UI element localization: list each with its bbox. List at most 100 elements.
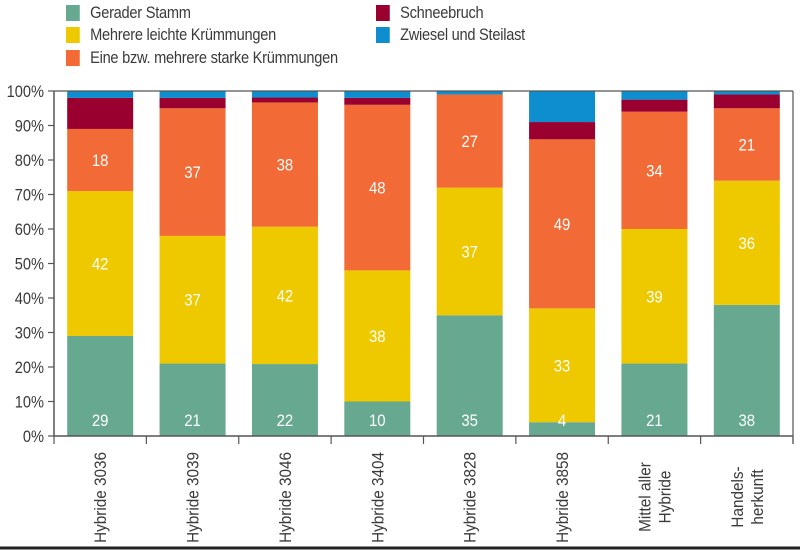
data-label: 37 xyxy=(184,164,201,182)
y-tick-label: 80% xyxy=(15,152,44,170)
bar-segment-schneebruch xyxy=(529,122,596,140)
data-label: 21 xyxy=(184,412,201,430)
data-label: 21 xyxy=(646,412,663,430)
bar-segment-gerader-stamm xyxy=(67,335,134,436)
bar-segment-eine-bzw-mehrere-starke-kr-mmungen xyxy=(251,102,318,227)
x-category-label: Hybride 3828 xyxy=(461,452,480,543)
bar-segment-mehrere-leichte-kr-mmungen xyxy=(344,270,411,402)
bar-segment-eine-bzw-mehrere-starke-kr-mmungen xyxy=(713,108,780,181)
x-category-label: Hybride xyxy=(656,471,675,524)
legend-item-starke-kruemmungen: Eine bzw. mehrere starke Krümmungen xyxy=(66,48,338,68)
y-tick-label: 20% xyxy=(15,359,44,377)
legend-swatch xyxy=(66,5,80,21)
bar-segment-zwiesel-und-steilast xyxy=(159,91,226,98)
y-tick-label: 40% xyxy=(15,290,44,308)
bar-segment-eine-bzw-mehrere-starke-kr-mmungen xyxy=(344,104,411,271)
bar-segment-schneebruch xyxy=(159,97,226,109)
legend-label: Eine bzw. mehrere starke Krümmungen xyxy=(90,48,338,67)
bar-segment-zwiesel-und-steilast xyxy=(713,91,780,95)
data-label: 38 xyxy=(277,157,294,175)
y-tick-label: 70% xyxy=(15,187,44,205)
y-tick-label: 30% xyxy=(15,325,44,343)
y-tick-label: 60% xyxy=(15,221,44,239)
bar-segment-gerader-stamm xyxy=(159,363,226,436)
bar-segment-mehrere-leichte-kr-mmungen xyxy=(621,229,688,364)
y-tick-label: 0% xyxy=(23,428,44,446)
bar-segment-eine-bzw-mehrere-starke-kr-mmungen xyxy=(621,111,688,229)
chart-legend: Gerader Stamm Mehrere leichte Krümmungen… xyxy=(0,0,800,75)
bar-segment-zwiesel-und-steilast xyxy=(529,91,596,123)
x-category-label: Handels- xyxy=(728,466,747,527)
labels-layer: 29 42 18 21 37 37 22 42 38 10 38 48 35 37 27 4 33 49 21 39 3… xyxy=(7,83,767,543)
bar-segment-mehrere-leichte-kr-mmungen xyxy=(529,308,596,423)
data-label: 37 xyxy=(184,292,201,310)
bar-segment-mehrere-leichte-kr-mmungen xyxy=(159,235,226,364)
x-category-label: Hybride 3036 xyxy=(91,452,110,543)
data-label: 21 xyxy=(738,137,755,155)
bar-segment-mehrere-leichte-kr-mmungen xyxy=(436,187,503,316)
bar-segment-eine-bzw-mehrere-starke-kr-mmungen xyxy=(67,128,134,192)
legend-swatch xyxy=(66,27,80,43)
bar-segment-eine-bzw-mehrere-starke-kr-mmungen xyxy=(159,108,226,236)
bar-segment-schneebruch xyxy=(621,99,688,112)
bar-segment-eine-bzw-mehrere-starke-kr-mmungen xyxy=(529,139,596,309)
legend-item-leichte-kruemmungen: Mehrere leichte Krümmungen xyxy=(66,25,276,45)
bar-segment-mehrere-leichte-kr-mmungen xyxy=(67,191,134,336)
data-label: 10 xyxy=(369,412,386,430)
bar-segment-gerader-stamm xyxy=(713,304,780,436)
bar-segment-zwiesel-und-steilast xyxy=(344,91,411,98)
y-tick-label: 50% xyxy=(15,256,44,274)
bar-segment-gerader-stamm xyxy=(251,364,318,436)
bar-segment-eine-bzw-mehrere-starke-kr-mmungen xyxy=(436,94,503,188)
legend-item-zwiesel-steilast: Zwiesel und Steilast xyxy=(376,25,525,45)
data-label: 4 xyxy=(558,412,566,430)
data-label: 37 xyxy=(461,244,478,262)
data-label: 38 xyxy=(369,328,386,346)
bar-segment-schneebruch xyxy=(67,97,134,129)
data-label: 49 xyxy=(554,216,571,234)
data-label: 48 xyxy=(369,180,386,198)
legend-item-schneebruch: Schneebruch xyxy=(376,3,484,23)
x-category-label: herkunft xyxy=(748,469,767,525)
y-tick-label: 90% xyxy=(15,118,44,136)
data-label: 35 xyxy=(461,412,478,430)
y-tick-label: 10% xyxy=(15,394,44,412)
bar-segment-zwiesel-und-steilast xyxy=(67,91,134,98)
bar-segment-gerader-stamm xyxy=(344,401,411,436)
axes-layer xyxy=(0,90,800,550)
data-label: 36 xyxy=(738,235,755,253)
legend-label: Gerader Stamm xyxy=(90,3,191,22)
x-category-label: Hybride 3039 xyxy=(184,452,203,543)
bar-segment-zwiesel-und-steilast xyxy=(436,91,503,95)
data-label: 18 xyxy=(92,152,109,170)
x-category-label: Mittel aller xyxy=(636,462,655,532)
y-tick-label: 100% xyxy=(7,83,44,101)
bar-segment-schneebruch xyxy=(713,94,780,109)
data-label: 27 xyxy=(461,133,478,151)
data-label: 34 xyxy=(646,163,663,181)
bar-segment-zwiesel-und-steilast xyxy=(251,91,318,98)
bar-segment-mehrere-leichte-kr-mmungen xyxy=(251,226,318,365)
x-category-label: Hybride 3404 xyxy=(369,452,388,543)
bars-layer xyxy=(67,91,780,436)
data-label: 29 xyxy=(92,412,109,430)
bar-segment-schneebruch xyxy=(344,97,411,105)
data-label: 39 xyxy=(646,288,663,306)
bar-segment-gerader-stamm xyxy=(621,363,688,436)
bar-segment-zwiesel-und-steilast xyxy=(621,91,688,100)
bar-segment-gerader-stamm xyxy=(436,315,503,436)
data-label: 22 xyxy=(277,412,294,430)
legend-swatch xyxy=(376,5,390,21)
legend-item-gerader-stamm: Gerader Stamm xyxy=(66,3,191,23)
legend-swatch xyxy=(66,50,80,66)
data-label: 42 xyxy=(277,288,294,306)
legend-label: Zwiesel und Steilast xyxy=(400,25,525,44)
bar-segment-gerader-stamm xyxy=(529,422,596,436)
data-label: 42 xyxy=(92,256,109,274)
legend-label: Mehrere leichte Krümmungen xyxy=(90,25,276,44)
bar-segment-schneebruch xyxy=(251,97,318,103)
x-category-label: Hybride 3046 xyxy=(276,452,295,543)
data-label: 38 xyxy=(738,412,755,430)
bar-segment-mehrere-leichte-kr-mmungen xyxy=(713,180,780,305)
